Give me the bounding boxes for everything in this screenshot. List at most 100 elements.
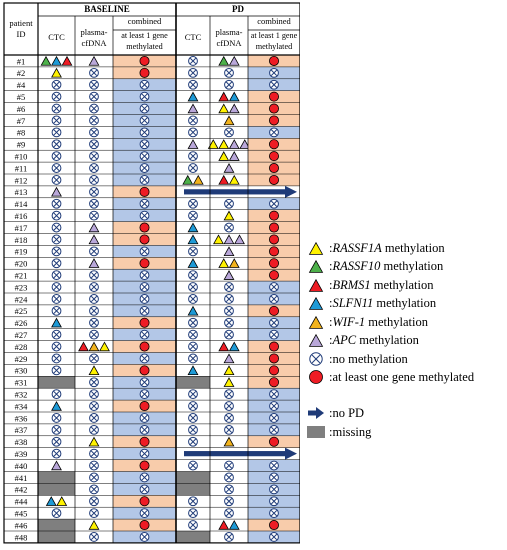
- no-methylation-icon: [51, 341, 62, 352]
- table-row: #9: [17, 138, 300, 151]
- no-methylation-icon: [188, 246, 198, 257]
- legend-item: :RASSF10 methylation: [307, 258, 505, 275]
- no-methylation-icon: [188, 79, 198, 90]
- no-methylation-icon: [224, 460, 234, 471]
- methylated-dot-icon: [268, 353, 279, 364]
- no-methylation-icon: [89, 377, 99, 388]
- no-methylation-icon: [89, 186, 99, 197]
- missing-cell: [38, 471, 75, 484]
- patient-id: #8: [17, 128, 26, 138]
- methylated-dot-icon: [139, 341, 150, 352]
- legend-red-dot-icon: [307, 369, 325, 385]
- triangle-rassf1a-icon: [51, 67, 62, 78]
- patient-id: #23: [15, 282, 28, 292]
- triangle-slfn11-icon: [51, 317, 62, 328]
- patient-id: #10: [15, 151, 28, 161]
- no-methylation-icon: [89, 484, 99, 495]
- triangle-apc-icon: [223, 162, 235, 173]
- no-methylation-icon: [188, 401, 198, 411]
- no-methylation-icon: [51, 115, 62, 126]
- no-methylation-icon: [139, 127, 150, 138]
- no-methylation-icon: [89, 79, 99, 90]
- triangle-slfn11-icon: [187, 91, 199, 102]
- no-methylation-icon: [309, 352, 323, 366]
- header-patient-id: patient ID: [9, 18, 33, 39]
- patient-id: #45: [15, 508, 28, 518]
- no-methylation-icon: [188, 56, 198, 66]
- patient-id: #34: [15, 401, 29, 411]
- methylated-dot-icon: [268, 365, 279, 376]
- triangle-wif-1-icon: [223, 436, 235, 447]
- no-methylation-icon: [139, 294, 150, 304]
- methylated-dot-icon: [268, 91, 279, 102]
- no-methylation-icon: [269, 424, 279, 435]
- no-methylation-icon: [139, 91, 150, 102]
- triangle-wif-1-icon: [223, 115, 235, 126]
- no-methylation-icon: [188, 163, 198, 173]
- missing-cell: [176, 531, 210, 543]
- no-methylation-icon: [139, 198, 150, 209]
- no-methylation-icon: [51, 163, 62, 173]
- methylated-dot-icon: [139, 222, 150, 233]
- no-methylation-icon: [224, 305, 234, 316]
- patient-id: #25: [15, 306, 28, 316]
- patient-id: #44: [15, 497, 29, 507]
- no-methylation-icon: [139, 424, 150, 435]
- no-methylation-icon: [269, 508, 279, 519]
- no-methylation-icon: [224, 484, 234, 495]
- methylation-table: #1 #2 #4 #5 #6 #7 #8 #9#10 #11 #12 #13 #14 #16 #17 #18…: [3, 2, 300, 544]
- methylated-dot-icon: [268, 55, 279, 66]
- no-methylation-icon: [51, 258, 62, 269]
- triangle-rassf1a-icon: [218, 139, 230, 149]
- no-methylation-icon: [89, 413, 99, 423]
- no-methylation-icon: [188, 151, 198, 162]
- table-row: #40: [15, 459, 300, 472]
- table-row: #20: [15, 257, 300, 270]
- legend-triangle-icon: [307, 332, 325, 348]
- methylated-dot-icon: [139, 67, 150, 78]
- methylated-dot-icon: [139, 234, 150, 245]
- header-combined: combined: [257, 16, 291, 26]
- triangle-apc-icon: [88, 258, 100, 268]
- no-methylation-icon: [89, 163, 99, 173]
- arrow-icon: [308, 407, 324, 420]
- no-methylation-icon: [269, 401, 279, 411]
- no-methylation-icon: [89, 305, 99, 316]
- legend-item: :at least one gene methylated: [307, 369, 505, 403]
- missing-cell: [38, 531, 75, 543]
- patient-id: #24: [15, 294, 29, 304]
- triangle-rassf1a-icon: [228, 174, 240, 185]
- triangle-brms1-icon: [218, 91, 230, 102]
- no-methylation-icon: [89, 246, 99, 257]
- no-methylation-icon: [139, 389, 150, 400]
- patient-id: #27: [15, 330, 28, 340]
- no-methylation-icon: [51, 389, 62, 400]
- no-methylation-icon: [51, 139, 62, 150]
- patient-id: #21: [15, 270, 28, 280]
- no-methylation-icon: [139, 282, 150, 292]
- no-methylation-icon: [89, 139, 99, 150]
- no-methylation-icon: [89, 424, 99, 435]
- table-row: #16: [15, 209, 300, 222]
- no-methylation-icon: [224, 389, 234, 400]
- table-row: #19: [15, 245, 300, 258]
- legend-triangle-icon: [307, 258, 325, 274]
- triangle-slfn11-icon: [187, 258, 199, 268]
- no-methylation-icon: [188, 270, 198, 281]
- no-methylation-icon: [89, 460, 99, 471]
- no-methylation-icon: [139, 305, 150, 316]
- patient-id: #9: [17, 140, 26, 150]
- no-methylation-icon: [139, 413, 150, 423]
- no-methylation-icon: [139, 508, 150, 519]
- patient-id: #13: [15, 187, 28, 197]
- no-methylation-icon: [51, 175, 62, 185]
- no-methylation-icon: [269, 413, 279, 423]
- triangle-rassf10-icon: [218, 55, 230, 66]
- no-methylation-icon: [188, 317, 198, 328]
- methylated-dot-icon: [268, 246, 279, 257]
- triangle-rassf1a-icon: [56, 496, 68, 506]
- no-methylation-icon: [139, 151, 150, 162]
- methylated-dot-icon: [139, 186, 150, 197]
- no-methylation-icon: [89, 67, 99, 78]
- patient-id: #42: [15, 485, 28, 495]
